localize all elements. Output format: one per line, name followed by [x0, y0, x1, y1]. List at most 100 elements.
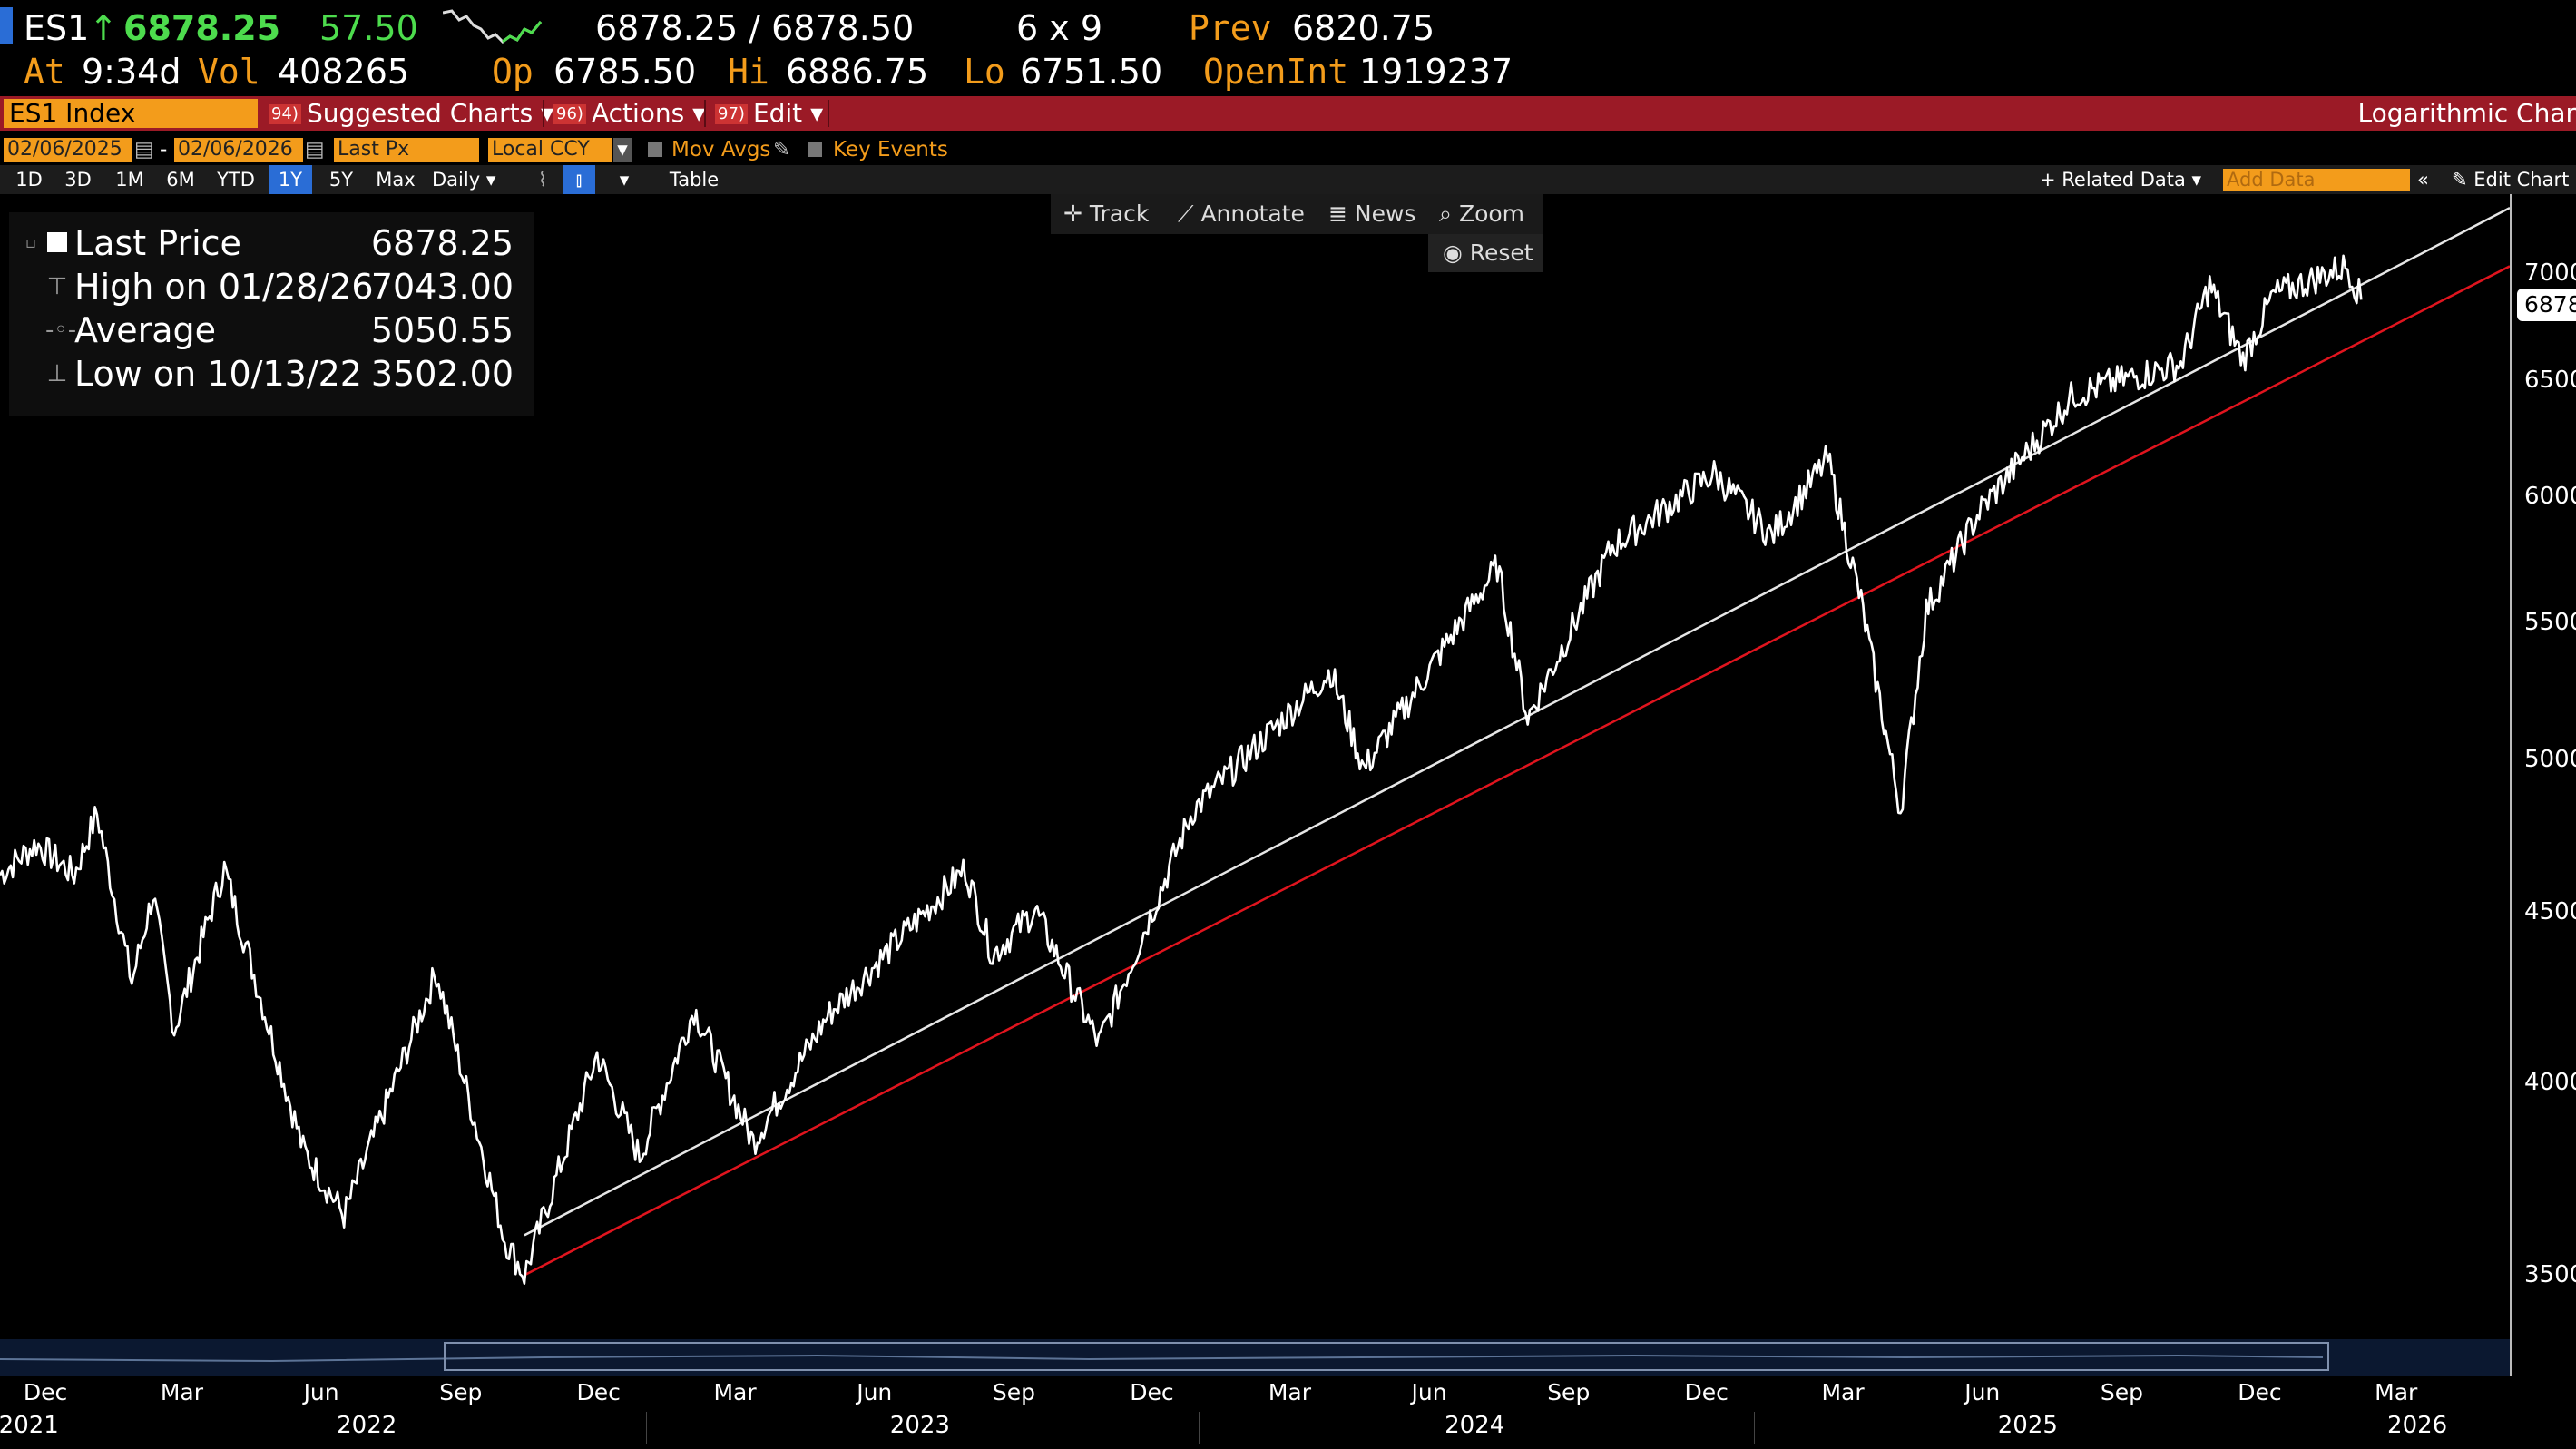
x-tick-month: Sep	[1547, 1379, 1591, 1405]
track-button[interactable]: ✛ Track	[1063, 194, 1149, 234]
menu-divider	[828, 100, 829, 127]
vol-value: 408265	[278, 52, 410, 92]
period-1y[interactable]: 1Y	[269, 165, 312, 194]
edit-number: 97)	[715, 104, 748, 124]
legend-last-price[interactable]: ▫ Last Price 6878.25	[9, 221, 534, 265]
last-price-tag: 6878	[2517, 289, 2576, 321]
key-events-label[interactable]: Key Events	[833, 138, 948, 162]
suggested-charts-menu[interactable]: 94) Suggested Charts ▾	[269, 96, 553, 131]
pencil-icon[interactable]: ✎	[773, 138, 791, 162]
period-ytd[interactable]: YTD	[217, 169, 255, 191]
high-marker-icon: ⊤	[46, 273, 68, 300]
chevron-down-icon[interactable]: ▾	[613, 138, 632, 162]
actions-label: Actions	[591, 98, 685, 128]
actions-menu[interactable]: 96) Actions ▾	[553, 96, 705, 131]
legend-last-value: 6878.25	[370, 223, 514, 263]
chevron-down-icon[interactable]: ▾	[619, 169, 630, 191]
period-max[interactable]: Max	[376, 169, 416, 191]
period-6m[interactable]: 6M	[166, 169, 195, 191]
add-data-input[interactable]: Add Data	[2223, 169, 2410, 191]
bar-chart-icon[interactable]: ⫾	[563, 165, 595, 194]
collapse-icon[interactable]: ▫	[25, 233, 37, 252]
y-axis-line	[2510, 194, 2512, 1376]
y-tick-label: 4500	[2524, 898, 2576, 926]
year-separator	[1199, 1412, 1200, 1444]
prev-value: 6820.75	[1292, 8, 1435, 48]
low-marker-icon: ⊥	[46, 360, 68, 387]
chevron-down-icon: ▾	[2185, 169, 2202, 191]
period-1d[interactable]: 1D	[15, 169, 43, 191]
security-field[interactable]: ES1 Index	[4, 99, 258, 128]
y-tick-label: 5000	[2524, 746, 2576, 774]
pencil-icon: ⟋	[1178, 201, 1201, 227]
zoom-button[interactable]: ⌕ Zoom	[1439, 194, 1524, 234]
frequency-label: Daily	[432, 169, 481, 191]
suggested-charts-label: Suggested Charts	[306, 98, 534, 128]
calendar-icon[interactable]: ▤	[134, 138, 154, 162]
x-tick-month: Sep	[439, 1379, 483, 1405]
related-data-menu[interactable]: + Related Data ▾	[2040, 165, 2201, 194]
period-1m[interactable]: 1M	[115, 169, 144, 191]
end-date-input[interactable]: 02/06/2026	[174, 138, 303, 162]
collapse-icon[interactable]: «	[2417, 169, 2429, 191]
legend-low-value: 3502.00	[370, 354, 514, 394]
x-tick-year: 2026	[2387, 1412, 2448, 1439]
chart-settings-bar: 02/06/2025 ▤ - 02/06/2026 ▤ Last Px Loca…	[0, 134, 2576, 165]
crosshair-icon: ✛	[1063, 201, 1090, 227]
high-value: 6886.75	[786, 52, 929, 92]
edit-chart-button[interactable]: ✎ Edit Chart	[2452, 165, 2569, 194]
vol-label: Vol	[198, 52, 260, 92]
net-change: 57.50	[319, 8, 418, 48]
ticker-symbol[interactable]: ES1	[24, 8, 90, 48]
mov-avgs-label[interactable]: Mov Avgs	[671, 138, 771, 162]
mov-avgs-checkbox[interactable]	[648, 142, 662, 157]
x-tick-month: Dec	[23, 1379, 68, 1405]
x-tick-month: Mar	[1268, 1379, 1311, 1405]
date-range-dash: -	[160, 138, 168, 162]
chevron-down-icon: ▾	[480, 169, 496, 191]
x-tick-month: Dec	[576, 1379, 621, 1405]
calendar-icon[interactable]: ▤	[305, 138, 325, 162]
open-interest-label: OpenInt	[1203, 52, 1349, 92]
x-tick-month: Jun	[303, 1379, 339, 1405]
reset-button[interactable]: ◉ Reset	[1428, 234, 1543, 272]
news-button[interactable]: ≣ News	[1328, 194, 1415, 234]
frequency-select[interactable]: Daily ▾	[432, 165, 495, 194]
chart-tools: ✛ Track ⟋ Annotate ≣ News ⌕ Zoom	[1051, 194, 1543, 234]
legend-high-value: 7043.00	[370, 267, 514, 307]
currency-select[interactable]: Local CCY	[488, 138, 612, 162]
search-icon: ⌕	[1439, 201, 1459, 227]
related-data-label: + Related Data	[2040, 169, 2186, 191]
x-tick-month: Mar	[160, 1379, 204, 1405]
start-date-input[interactable]: 02/06/2025	[4, 138, 132, 162]
period-5y[interactable]: 5Y	[328, 169, 354, 191]
field-select[interactable]: Last Px	[334, 138, 479, 162]
table-button[interactable]: Table	[669, 169, 720, 191]
high-label: Hi	[728, 52, 769, 92]
actions-number: 96)	[553, 104, 586, 124]
trendline-white[interactable]	[524, 207, 2510, 1237]
x-tick-year: 2025	[1997, 1412, 2058, 1439]
price-chart[interactable]	[0, 194, 2510, 1339]
y-tick-label: 6000	[2524, 482, 2576, 510]
annotate-button[interactable]: ⟋ Annotate	[1178, 194, 1305, 234]
navigator-window[interactable]	[444, 1342, 2329, 1371]
y-tick-label: 7000	[2524, 259, 2576, 288]
x-tick-month: Jun	[1411, 1379, 1447, 1405]
period-3d[interactable]: 3D	[64, 169, 92, 191]
legend-average-label: Average	[74, 310, 217, 350]
year-separator	[645, 1412, 647, 1444]
trendline-red[interactable]	[524, 265, 2510, 1277]
line-chart-icon[interactable]: ⌇	[537, 169, 548, 191]
edit-chart-label: Edit Chart	[2473, 169, 2570, 191]
chart-legend: ▫ Last Price 6878.25 ⊤ High on 01/28/26 …	[9, 212, 534, 416]
range-navigator[interactable]	[0, 1339, 2510, 1376]
ticker-accent	[0, 7, 13, 44]
edit-menu[interactable]: 97) Edit ▾	[715, 96, 823, 131]
period-bar: 1D 3D 1M 6M YTD 1Y 5Y Max Daily ▾ ⌇ ⫾ ▾ …	[0, 165, 2576, 194]
x-tick-month: Mar	[1821, 1379, 1865, 1405]
time-value: 9:34d	[82, 52, 181, 92]
pencil-icon: ✎	[2452, 169, 2474, 191]
key-events-checkbox[interactable]	[808, 142, 822, 157]
open-label: Op	[492, 52, 534, 92]
